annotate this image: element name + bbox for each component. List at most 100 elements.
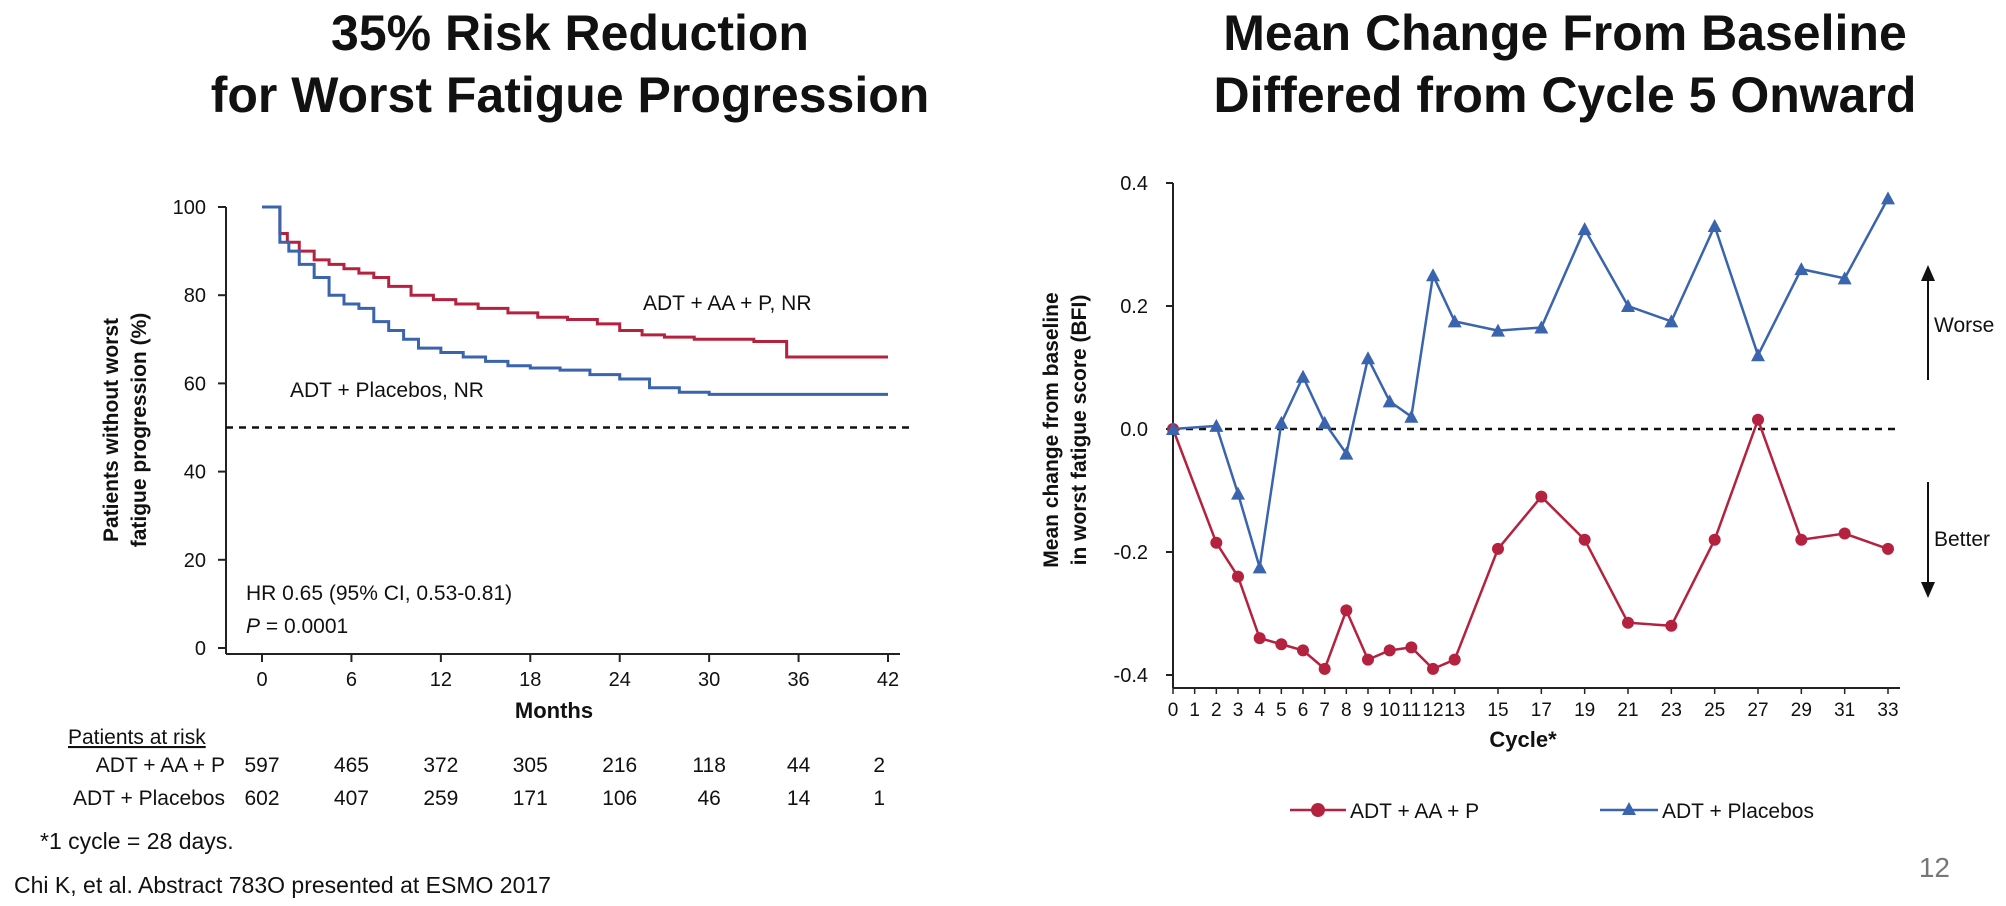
mc-x-tick-label: 19 [1574, 700, 1595, 721]
left-chart-title: 35% Risk Reduction for Worst Fatigue Pro… [170, 2, 970, 126]
left-title-line-2: for Worst Fatigue Progression [210, 67, 930, 123]
mc-x-axis-label: Cycle* [1489, 727, 1557, 752]
mc-point-adt-aa-p [1448, 653, 1461, 666]
mc-point-adt-placebos [1447, 314, 1462, 328]
mc-point-adt-placebos [1751, 348, 1765, 362]
km-y-tick-label: 0 [195, 638, 206, 660]
mc-x-tick-label: 15 [1487, 700, 1508, 721]
legend-marker-adt-placebos [1622, 802, 1636, 815]
km-p-value: P = 0.0001 [246, 615, 348, 638]
mc-x-tick-label: 3 [1233, 700, 1244, 721]
mc-point-adt-placebos [1382, 394, 1397, 408]
mc-point-adt-aa-p [1275, 638, 1288, 651]
km-x-tick-label: 12 [430, 669, 452, 691]
mc-point-adt-placebos [1707, 219, 1722, 233]
km-x-tick-label: 42 [877, 669, 899, 691]
mc-x-tick-label: 9 [1363, 700, 1374, 721]
mc-y-tick-label: 0.4 [1120, 173, 1148, 195]
mc-y-tick-label: 0.0 [1120, 419, 1148, 441]
mc-y-tick-label: -0.2 [1114, 542, 1148, 564]
km-hazard-ratio: HR 0.65 (95% CI, 0.53-0.81) [246, 582, 512, 605]
km-x-tick-label: 36 [787, 669, 809, 691]
mc-x-tick-label: 2 [1211, 700, 1222, 721]
mc-point-adt-aa-p [1232, 570, 1244, 583]
mc-x-tick-label: 12 [1422, 700, 1443, 721]
mc-point-adt-aa-p [1838, 527, 1851, 540]
legend-label-adt-aa-p: ADT + AA + P [1350, 800, 1479, 823]
km-label-adt-placebos: ADT + Placebos, NR [290, 379, 484, 402]
worse-label: Worse [1934, 314, 1994, 337]
mc-point-adt-placebos [1491, 323, 1505, 337]
mc-point-adt-placebos [1534, 320, 1549, 334]
risk-table-value: 602 [244, 787, 279, 810]
mc-x-tick-label: 0 [1168, 700, 1179, 721]
risk-table-value: 46 [697, 787, 720, 810]
mc-point-adt-aa-p [1405, 641, 1418, 654]
risk-table-value: 407 [334, 787, 369, 810]
km-x-tick-label: 18 [519, 669, 541, 691]
mc-x-tick-label: 25 [1704, 700, 1725, 721]
citation: Chi K, et al. Abstract 783O presented at… [14, 872, 551, 898]
mc-point-adt-aa-p [1535, 490, 1548, 503]
mc-point-adt-aa-p [1340, 604, 1353, 617]
mc-x-tick-label: 10 [1379, 700, 1400, 721]
worse-arrow-head-icon [1921, 265, 1935, 281]
mc-point-adt-placebos [1794, 262, 1809, 276]
mc-point-adt-aa-p [1795, 533, 1808, 546]
mc-series-line-adt-placebos [1172, 197, 1890, 568]
risk-table-row-label: ADT + Placebos [73, 787, 225, 810]
better-arrow-head-icon [1921, 582, 1935, 598]
risk-table-value: 118 [692, 754, 725, 777]
mc-point-adt-aa-p [1383, 644, 1396, 657]
mc-point-adt-placebos [1404, 409, 1419, 423]
km-x-tick-label: 0 [256, 669, 267, 691]
mc-point-adt-aa-p [1708, 533, 1721, 546]
mc-point-adt-placebos [1209, 418, 1224, 432]
mc-point-adt-placebos [1274, 415, 1289, 429]
mc-point-adt-placebos [1231, 486, 1245, 500]
risk-table-value: 259 [423, 787, 458, 810]
mc-x-tick-label: 27 [1747, 700, 1768, 721]
km-y-tick-label: 40 [184, 462, 206, 484]
mc-point-adt-aa-p [1297, 644, 1309, 657]
mc-x-tick-label: 6 [1298, 700, 1309, 721]
mc-x-tick-label: 13 [1444, 700, 1465, 721]
km-y-tick-label: 60 [184, 373, 206, 395]
right-title-line-1: Mean Change From Baseline [1223, 5, 1907, 61]
legend-label-adt-placebos: ADT + Placebos [1662, 800, 1814, 823]
risk-table-value: 106 [602, 787, 637, 810]
mc-point-adt-placebos [1621, 299, 1635, 312]
km-series-line-adt-aa-p [262, 205, 888, 359]
mc-x-tick-label: 7 [1319, 700, 1330, 721]
mc-x-tick-label: 8 [1341, 700, 1352, 721]
risk-table-row-label: ADT + AA + P [96, 754, 225, 777]
km-y-tick-label: 20 [184, 550, 206, 572]
km-y-tick-label: 100 [173, 197, 206, 219]
better-label: Better [1934, 528, 1990, 551]
mc-point-adt-aa-p [1210, 536, 1223, 549]
mc-series-line-adt-aa-p [1171, 416, 1889, 671]
mc-point-adt-aa-p [1622, 616, 1634, 629]
mc-point-adt-aa-p [1578, 533, 1591, 546]
risk-table-value: 1 [873, 787, 885, 810]
mc-point-adt-placebos [1426, 268, 1440, 282]
risk-table-value: 597 [244, 754, 279, 777]
km-x-tick-label: 30 [698, 669, 720, 691]
right-title-line-2: Differed from Cycle 5 Onward [1213, 67, 1917, 123]
mc-point-adt-aa-p [1253, 632, 1266, 645]
mc-point-adt-placebos [1166, 422, 1180, 435]
km-label-adt-aa-p: ADT + AA + P, NR [643, 292, 811, 315]
mc-point-adt-placebos [1252, 560, 1267, 574]
footnote: *1 cycle = 28 days. [40, 828, 234, 854]
mc-x-tick-label: 23 [1661, 700, 1682, 721]
mc-x-tick-label: 5 [1276, 700, 1287, 721]
risk-table-value: 44 [787, 754, 811, 777]
km-y-tick-label: 80 [184, 285, 206, 307]
mc-point-adt-aa-p [1362, 653, 1374, 666]
risk-table-value: 305 [513, 754, 548, 777]
km-y-axis-label-line-2: fatigue progression (%) [128, 313, 151, 548]
risk-table-value: 372 [423, 754, 458, 777]
mc-point-adt-aa-p [1492, 542, 1504, 555]
mc-y-tick-label: 0.2 [1120, 296, 1148, 318]
